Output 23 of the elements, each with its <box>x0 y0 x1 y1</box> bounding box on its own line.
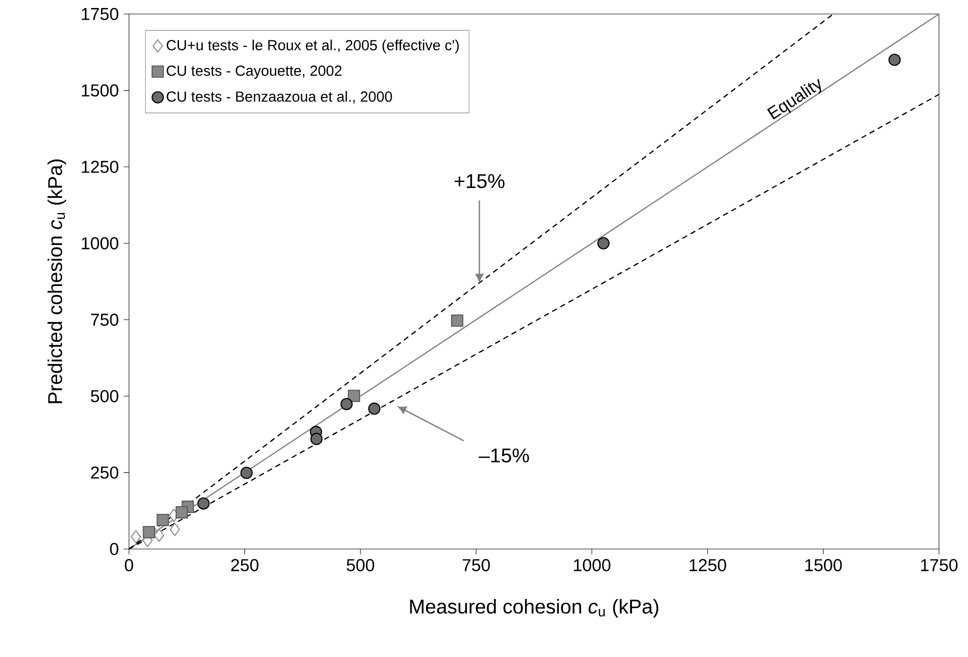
legend-label: CU tests - Cayouette, 2002 <box>166 66 342 79</box>
y-tick-label: 1250 <box>82 160 118 173</box>
x-tick-label: 1250 <box>690 559 726 572</box>
y-tick-label: 1750 <box>82 8 118 20</box>
x-axis-title: Measured cohesion c$_{u}$ (kPa) <box>410 599 658 618</box>
legend-label: CU tests - Benzaazoua et al., 2000 <box>166 91 392 104</box>
y-tick-label: 750 <box>91 314 118 326</box>
x-tick-label: 0 <box>124 559 134 572</box>
y-axis-title: Predicted cohesion c$_{u}$ (kPa) <box>48 159 66 404</box>
x-tick-label: 750 <box>462 559 490 572</box>
x-tick-label: 1750 <box>921 559 958 572</box>
y-tick-label: 1000 <box>82 237 118 250</box>
y-tick-label: 250 <box>91 466 118 479</box>
x-tick-label: 1500 <box>805 559 842 572</box>
annotation: –15% <box>478 448 529 462</box>
x-tick-label: 1000 <box>574 559 610 572</box>
legend-label: CU+u tests - le Roux et al., 2005 (effective c') <box>166 40 459 54</box>
y-tick-label: 500 <box>90 390 118 402</box>
y-tick-label: 1500 <box>82 84 118 97</box>
x-tick-label: 500 <box>346 559 374 572</box>
y-tick-label: 0 <box>110 542 118 556</box>
annotation: +15% <box>454 174 504 188</box>
x-tick-label: 250 <box>231 559 258 572</box>
